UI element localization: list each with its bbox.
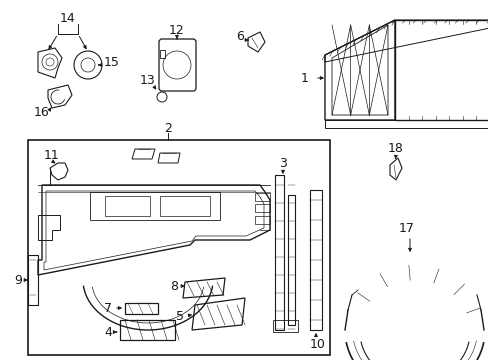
Text: 1: 1 xyxy=(301,72,308,85)
Text: 13: 13 xyxy=(140,73,156,86)
Text: 4: 4 xyxy=(104,325,112,338)
Text: 12: 12 xyxy=(169,23,184,36)
Text: 6: 6 xyxy=(236,30,244,42)
Text: 10: 10 xyxy=(309,338,325,351)
Text: 2: 2 xyxy=(164,122,172,135)
Text: 3: 3 xyxy=(279,157,286,170)
Text: 7: 7 xyxy=(104,302,112,315)
Text: 14: 14 xyxy=(60,12,76,24)
Text: 9: 9 xyxy=(14,274,22,287)
Text: 16: 16 xyxy=(34,105,50,118)
Text: 11: 11 xyxy=(44,149,60,162)
Text: 17: 17 xyxy=(398,221,414,234)
Text: 15: 15 xyxy=(104,55,120,68)
Text: 8: 8 xyxy=(170,279,178,292)
Text: 5: 5 xyxy=(176,310,183,323)
Text: 18: 18 xyxy=(387,141,403,154)
